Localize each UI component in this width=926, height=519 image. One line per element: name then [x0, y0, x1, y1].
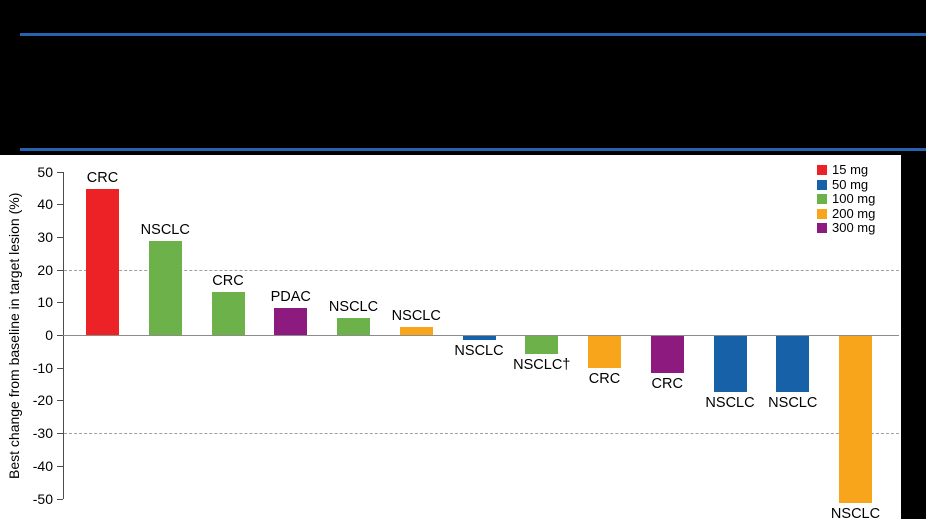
bar-label: NSCLC	[140, 221, 190, 238]
bar-crc	[86, 189, 119, 335]
bar-label: NSCLC	[328, 298, 379, 315]
bar-nsclc	[399, 327, 433, 335]
bar-label: NSCLC	[705, 394, 755, 411]
y-axis-tick-label: 20	[37, 261, 53, 278]
zero-baseline	[63, 335, 899, 336]
y-axis-tick	[57, 498, 63, 500]
y-axis-tick	[57, 204, 63, 206]
y-axis-tick	[57, 400, 63, 402]
bar-label: NSCLC	[454, 342, 504, 359]
y-axis-tick-label: -30	[32, 425, 53, 442]
legend-swatch-icon	[817, 208, 827, 219]
bar-nsclc	[776, 336, 810, 392]
legend-item: 50 mg	[817, 176, 875, 193]
bar-pdac	[274, 307, 308, 335]
reference-line	[64, 269, 899, 271]
legend-label: 15 mg	[832, 162, 869, 177]
y-axis-tick-label: 10	[37, 294, 53, 311]
bar-label: CRC	[86, 170, 119, 187]
bar-label: NSCLC	[391, 308, 441, 325]
bar-label: NSCLC	[830, 505, 881, 519]
y-axis-tick-label: -50	[32, 490, 53, 507]
y-axis-tick-label: -20	[32, 392, 53, 409]
legend-swatch-icon	[817, 165, 827, 176]
banner-divider-line-top	[20, 33, 926, 36]
bar-nsclc	[148, 240, 182, 335]
legend: 15 mg 50 mg 100 mg 200 mg 300 mg	[817, 162, 876, 236]
legend-item: 300 mg	[817, 220, 876, 236]
y-axis-tick-label: -40	[32, 457, 53, 474]
bar-label: NSCLC	[768, 394, 818, 411]
bar-label: CRC	[212, 272, 244, 289]
legend-label: 200 mg	[832, 205, 876, 221]
y-axis-tick-label: 50	[37, 163, 53, 180]
y-axis-tick-label: 30	[37, 228, 53, 245]
bar-nsclc	[337, 317, 370, 335]
y-axis-tick	[57, 302, 63, 304]
banner-divider-line-bottom	[20, 148, 926, 151]
bar-label: PDAC	[270, 288, 311, 305]
legend-label: 300 mg	[832, 220, 876, 235]
y-axis-tick	[57, 367, 63, 369]
bar-nsclc	[839, 336, 872, 503]
bar-crc	[211, 291, 245, 335]
bar-label: CRC	[651, 375, 683, 392]
reference-line	[64, 433, 899, 435]
legend-item: 100 mg	[817, 191, 876, 207]
bar-nsclc	[462, 336, 496, 340]
y-axis-tick	[57, 465, 63, 467]
y-axis-tick-label: 40	[37, 196, 53, 213]
bar-label: NSCLC†	[513, 357, 571, 374]
y-axis-tick	[57, 171, 63, 173]
y-axis-tick-label: -10	[32, 359, 53, 376]
bar-nsclc	[713, 336, 747, 392]
bar-nsclc	[525, 336, 559, 355]
legend-swatch-icon	[817, 179, 827, 190]
y-axis-title: Best change from baseline in target lesi…	[6, 192, 22, 480]
y-axis-tick	[57, 433, 63, 435]
y-axis-tick	[57, 269, 63, 271]
legend-label: 100 mg	[832, 191, 876, 206]
bar-crc	[588, 336, 621, 369]
bar-crc	[650, 336, 684, 373]
waterfall-chart: Best change from baseline in target lesi…	[0, 155, 901, 519]
legend-swatch-icon	[817, 194, 827, 205]
legend-swatch-icon	[817, 223, 827, 234]
bar-label: CRC	[588, 371, 621, 388]
y-axis-tick	[57, 335, 63, 336]
legend-item: 200 mg	[817, 205, 876, 222]
y-axis-tick	[57, 236, 63, 238]
legend-label: 50 mg	[832, 176, 869, 192]
y-axis-tick-label: 0	[45, 327, 53, 343]
legend-item: 15 mg	[817, 162, 875, 178]
